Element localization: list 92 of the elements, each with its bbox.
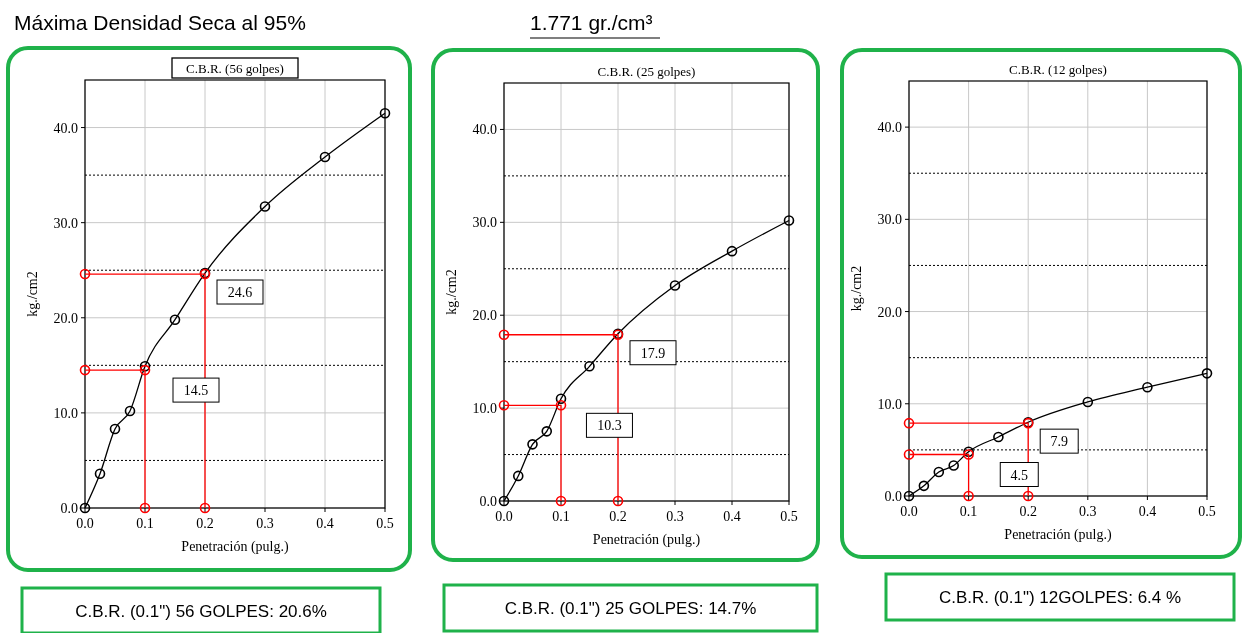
point — [669, 280, 681, 291]
point — [199, 502, 211, 514]
y-tick-label: 0.0 — [884, 489, 902, 504]
text: C.B.R. (0.1") 56 GOLPES: 20.6% — [75, 602, 327, 621]
annotation: 4.5 — [1010, 467, 1029, 483]
annotation: 14.5 — [183, 383, 209, 399]
point — [555, 400, 567, 411]
point — [79, 502, 91, 514]
point — [527, 439, 538, 450]
x-tick-label: 0.3 — [666, 509, 684, 524]
point — [933, 466, 945, 478]
point — [139, 502, 151, 514]
x-tick-label: 0.2 — [609, 509, 627, 524]
point — [169, 314, 181, 325]
x-tick-label: 0.0 — [76, 516, 94, 531]
point — [139, 364, 151, 376]
point — [498, 495, 510, 507]
point — [918, 480, 930, 492]
point — [109, 423, 121, 435]
x-tick-label: 0.1 — [552, 509, 570, 524]
point — [124, 405, 136, 417]
y-tick-label: 0.0 — [479, 494, 497, 509]
chart-title: C.B.R. (12 golpes) — [1009, 62, 1107, 77]
text: C.B.R. (0.1") 12GOLPES: 6.4 % — [938, 588, 1182, 607]
x-axis-title: Penetración (pulg.) — [181, 539, 289, 555]
y-tick-label: 20.0 — [53, 310, 78, 326]
x-tick-label: 0.5 — [376, 516, 394, 531]
x-tick-label: 0.0 — [495, 509, 513, 524]
point — [94, 468, 106, 480]
annotation: 10.3 — [597, 418, 622, 434]
point — [1022, 490, 1034, 502]
annotation: 24.6 — [227, 285, 253, 301]
point — [79, 364, 91, 376]
x-tick-label: 0.5 — [780, 509, 798, 524]
y-tick-label: 30.0 — [472, 215, 497, 231]
x-tick-label: 0.3 — [256, 516, 274, 531]
point — [963, 490, 974, 502]
y-tick-label: 10.0 — [472, 401, 497, 417]
annotation: 17.9 — [640, 345, 666, 361]
point — [584, 361, 595, 372]
point — [555, 495, 567, 507]
point — [1082, 396, 1094, 408]
text: Máxima Densidad Seca al 95% — [14, 11, 306, 34]
point — [555, 393, 567, 405]
y-tick-label: 30.0 — [53, 215, 78, 231]
y-tick-label: 10.0 — [877, 396, 902, 412]
x-axis-title: Penetración (pulg.) — [1004, 527, 1112, 543]
y-tick-label: 40.0 — [877, 120, 902, 136]
chart-title: C.B.R. (25 golpes) — [597, 64, 696, 79]
point — [1142, 381, 1153, 393]
x-tick-label: 0.2 — [196, 516, 214, 531]
point — [726, 245, 738, 257]
point — [1201, 368, 1213, 379]
point — [903, 449, 915, 460]
y-tick-label: 40.0 — [53, 120, 78, 136]
x-tick-label: 0.1 — [136, 516, 154, 531]
point — [512, 470, 524, 482]
x-tick-label: 0.0 — [900, 504, 918, 519]
point — [379, 107, 391, 119]
y-tick-label: 10.0 — [53, 405, 78, 421]
point — [903, 417, 915, 429]
text: C.B.R. (0.1") 25 GOLPES: 14.7% — [504, 599, 757, 618]
y-tick-label: 30.0 — [877, 212, 902, 228]
y-axis-title: kg./cm2 — [444, 269, 459, 315]
x-tick-label: 0.4 — [316, 516, 334, 531]
y-tick-label: 40.0 — [472, 122, 497, 138]
annotation: 7.9 — [1050, 434, 1068, 450]
point — [498, 400, 510, 411]
x-tick-label: 0.2 — [1019, 504, 1037, 519]
x-tick-label: 0.3 — [1079, 504, 1097, 519]
point — [319, 151, 331, 163]
y-axis-title: kg./cm2 — [849, 265, 864, 312]
x-axis-title: Penetración (pulg.) — [592, 532, 701, 548]
point — [541, 426, 553, 437]
point — [783, 215, 795, 226]
point — [79, 268, 91, 280]
text: 1.771 gr./cm³ — [530, 11, 653, 34]
point — [498, 329, 510, 341]
point — [993, 431, 1004, 443]
point — [259, 201, 271, 212]
point — [903, 490, 915, 502]
x-tick-label: 0.5 — [1198, 504, 1216, 519]
point — [139, 360, 151, 372]
point — [612, 495, 624, 507]
point — [948, 460, 959, 471]
x-tick-label: 0.4 — [1138, 504, 1157, 519]
x-tick-label: 0.1 — [959, 504, 978, 519]
y-tick-label: 20.0 — [877, 304, 902, 320]
chart-title: C.B.R. (56 golpes) — [186, 61, 284, 76]
y-axis-title: kg./cm2 — [25, 271, 40, 317]
y-tick-label: 20.0 — [472, 308, 497, 324]
x-tick-label: 0.4 — [723, 509, 741, 524]
